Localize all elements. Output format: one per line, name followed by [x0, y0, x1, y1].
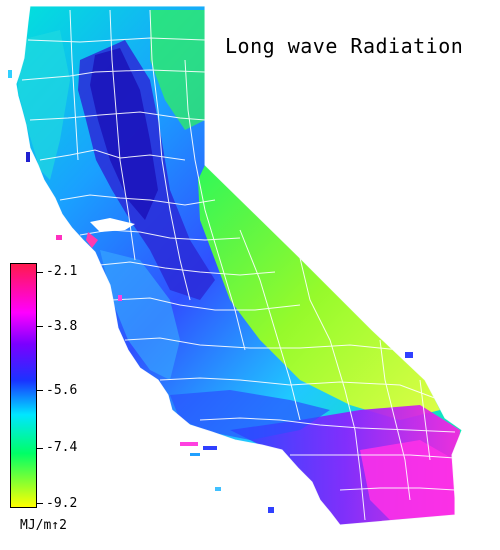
legend-label-max: -2.1 — [46, 264, 78, 279]
desert-region — [198, 165, 440, 420]
channel-islands — [180, 442, 274, 513]
north-dark-core — [90, 48, 158, 220]
legend-tick — [37, 326, 43, 327]
legend-tick — [37, 390, 43, 391]
legend-unit-label: MJ/m↑2 — [20, 518, 67, 533]
legend-label-min: -9.2 — [46, 496, 78, 511]
legend-label-mid: -5.6 — [46, 383, 78, 398]
map-title: Long wave Radiation — [225, 34, 464, 58]
legend-label-2: -3.8 — [46, 319, 78, 334]
coastal-region — [18, 30, 70, 180]
legend-tick — [37, 448, 43, 449]
legend-tick — [37, 272, 43, 273]
coastal-scatter — [8, 70, 413, 358]
san-francisco-bay — [86, 218, 135, 248]
legend-label-4: -7.4 — [46, 440, 78, 455]
color-scale-bar — [10, 263, 37, 508]
transverse-blue — [170, 390, 330, 440]
coastal-south — [100, 250, 180, 380]
county-lines — [15, 5, 463, 526]
legend-tick — [37, 503, 43, 504]
